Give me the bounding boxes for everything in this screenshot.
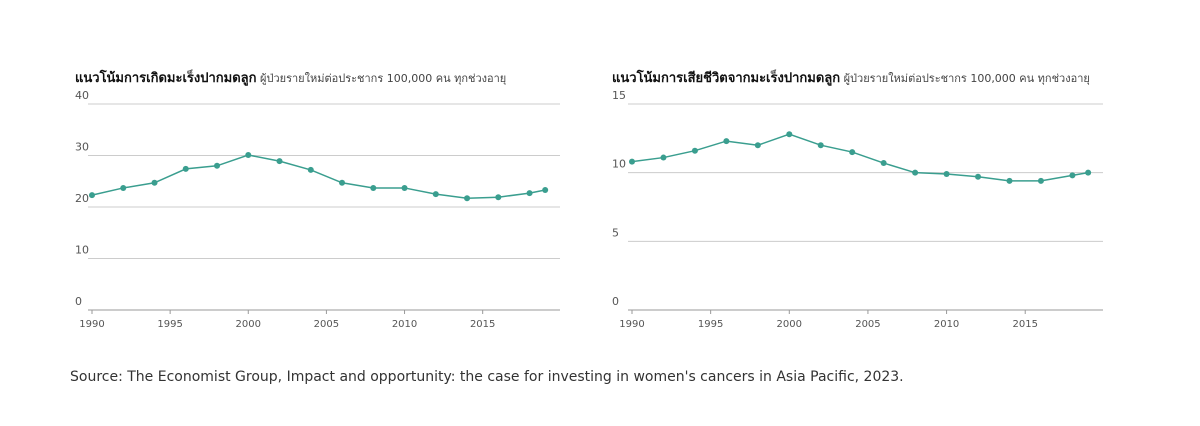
point bbox=[245, 151, 252, 158]
point bbox=[849, 149, 856, 156]
x-tick-label: 1990 bbox=[79, 319, 104, 330]
x-tick-label: 2005 bbox=[314, 319, 339, 330]
point bbox=[276, 158, 283, 165]
point bbox=[307, 166, 314, 173]
y-tick-label: 5 bbox=[612, 226, 619, 239]
line bbox=[91, 154, 546, 199]
chart-title: แนวโน้มการเสียชีวิตจากมะเร็งปากมดลูก ผู้… bbox=[612, 68, 1090, 86]
title-main: แนวโน้มการเกิดมะเร็งปากมดลูก bbox=[75, 68, 257, 86]
x-tick-label: 2010 bbox=[392, 319, 417, 330]
point bbox=[975, 173, 982, 180]
point bbox=[880, 160, 887, 167]
point bbox=[542, 187, 549, 194]
x-tick-label: 2015 bbox=[1012, 319, 1037, 330]
point bbox=[370, 184, 377, 191]
point bbox=[1085, 169, 1092, 176]
point bbox=[182, 165, 189, 172]
x-tick-label: 1990 bbox=[619, 319, 644, 330]
point bbox=[943, 171, 950, 178]
point bbox=[786, 131, 793, 138]
point bbox=[1069, 172, 1076, 179]
point bbox=[464, 195, 471, 202]
x-tick-label: 2005 bbox=[855, 319, 880, 330]
point bbox=[660, 154, 667, 161]
point bbox=[526, 190, 533, 197]
point bbox=[495, 194, 502, 201]
y-tick-label: 40 bbox=[75, 89, 89, 102]
point bbox=[817, 142, 824, 149]
source: Source: The Economist Group, Impact and … bbox=[70, 369, 904, 385]
point bbox=[214, 162, 221, 169]
x-tick-label: 2000 bbox=[236, 319, 261, 330]
point bbox=[401, 184, 408, 191]
point bbox=[89, 192, 95, 199]
x-tick-label: 1995 bbox=[157, 319, 182, 330]
point bbox=[723, 138, 730, 145]
x-tick-label: 2000 bbox=[777, 319, 802, 330]
y-tick-label: 10 bbox=[75, 244, 89, 257]
point bbox=[691, 147, 698, 154]
y-tick-label: 10 bbox=[612, 158, 626, 171]
point bbox=[120, 184, 127, 191]
x-tick-label: 2015 bbox=[470, 319, 495, 330]
title-main: แนวโน้มการเสียชีวิตจากมะเร็งปากมดลูก bbox=[612, 68, 840, 86]
x-tick-label: 2010 bbox=[934, 319, 959, 330]
point bbox=[912, 169, 919, 176]
point bbox=[151, 179, 158, 186]
y-tick-label: 30 bbox=[75, 141, 89, 154]
y-tick-label: 15 bbox=[612, 89, 626, 102]
line bbox=[631, 133, 1089, 182]
point bbox=[1037, 177, 1044, 184]
point bbox=[754, 142, 761, 149]
point bbox=[432, 191, 439, 198]
subtitle: ผู้ป่วยรายใหม่ต่อประชากร 100,000 คน ทุกช… bbox=[844, 72, 1090, 85]
point bbox=[629, 158, 635, 165]
point bbox=[1006, 177, 1013, 184]
subtitle: ผู้ป่วยรายใหม่ต่อประชากร 100,000 คน ทุกช… bbox=[260, 72, 506, 85]
y-tick-label: 0 bbox=[612, 295, 619, 308]
point bbox=[339, 179, 346, 186]
y-tick-label: 20 bbox=[75, 192, 89, 205]
y-tick-label: 0 bbox=[75, 295, 82, 308]
chart-title: แนวโน้มการเกิดมะเร็งปากมดลูก ผู้ป่วยรายใ… bbox=[75, 68, 506, 86]
x-tick-label: 1995 bbox=[698, 319, 723, 330]
